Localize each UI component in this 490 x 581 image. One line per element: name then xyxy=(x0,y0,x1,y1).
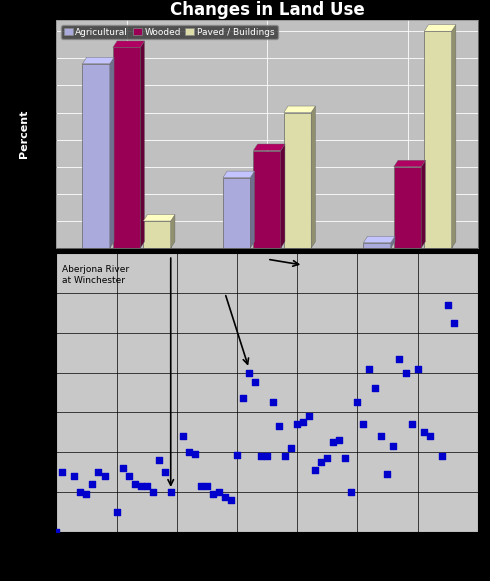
Point xyxy=(245,368,253,377)
Point xyxy=(281,451,289,461)
Point xyxy=(155,456,163,465)
Bar xyxy=(364,243,391,248)
Point xyxy=(82,489,90,498)
Bar xyxy=(424,31,452,248)
Polygon shape xyxy=(223,171,254,178)
Point xyxy=(197,481,205,490)
Point xyxy=(257,451,265,461)
Point xyxy=(353,398,361,407)
Point xyxy=(329,437,337,447)
Point xyxy=(371,384,379,393)
Point xyxy=(89,479,97,489)
Point xyxy=(263,451,271,461)
Polygon shape xyxy=(364,236,395,243)
Point xyxy=(390,442,397,451)
Legend: Agricultural, Wooded, Paved / Buildings: Agricultural, Wooded, Paved / Buildings xyxy=(61,25,277,40)
Point xyxy=(137,481,145,490)
Point xyxy=(438,451,445,461)
Point xyxy=(318,457,325,467)
Point xyxy=(71,471,78,480)
Point xyxy=(185,447,193,457)
Point xyxy=(143,481,150,490)
Point xyxy=(215,487,223,497)
Point xyxy=(100,471,108,480)
Bar xyxy=(143,221,171,248)
Point xyxy=(179,432,187,441)
Point xyxy=(52,527,60,536)
Bar xyxy=(223,178,250,248)
Point xyxy=(161,467,169,476)
Polygon shape xyxy=(171,214,175,248)
Point xyxy=(124,471,132,480)
Point xyxy=(414,364,421,373)
Point xyxy=(251,378,259,387)
Polygon shape xyxy=(140,41,145,248)
Bar xyxy=(394,167,421,248)
Polygon shape xyxy=(284,106,316,113)
Polygon shape xyxy=(281,144,285,248)
Point xyxy=(113,507,121,517)
Polygon shape xyxy=(250,171,254,248)
Point xyxy=(209,489,217,498)
Polygon shape xyxy=(421,160,425,248)
Point xyxy=(149,487,157,497)
Bar xyxy=(82,64,110,248)
Point xyxy=(239,394,247,403)
Point xyxy=(335,436,343,445)
Polygon shape xyxy=(391,236,395,248)
Point xyxy=(408,419,416,429)
Point xyxy=(221,492,229,501)
Point xyxy=(395,354,403,363)
Polygon shape xyxy=(110,57,114,248)
Point xyxy=(58,467,66,476)
Point xyxy=(305,411,313,421)
Bar xyxy=(284,113,311,248)
Point xyxy=(269,398,277,407)
Text: Aberjona River
at Winchester: Aberjona River at Winchester xyxy=(62,265,129,285)
Point xyxy=(360,419,368,429)
Polygon shape xyxy=(82,57,114,64)
Point xyxy=(233,450,241,460)
Point xyxy=(76,487,84,497)
Point xyxy=(287,443,295,453)
Point xyxy=(203,481,211,490)
Point xyxy=(450,318,458,328)
Point xyxy=(402,368,410,377)
Point xyxy=(323,453,331,462)
Point xyxy=(275,422,283,431)
Point xyxy=(311,465,319,475)
Polygon shape xyxy=(424,24,456,31)
Title: Changes in Land Use: Changes in Land Use xyxy=(170,1,365,19)
Point xyxy=(419,428,427,437)
Point xyxy=(119,463,126,472)
Y-axis label: Percent: Percent xyxy=(19,110,28,159)
Point xyxy=(227,495,235,504)
X-axis label: Date: Date xyxy=(252,555,282,565)
Polygon shape xyxy=(253,144,285,150)
Point xyxy=(384,469,392,479)
Bar xyxy=(113,48,140,248)
Point xyxy=(95,467,102,476)
Polygon shape xyxy=(394,160,425,167)
Point xyxy=(293,419,301,429)
Polygon shape xyxy=(113,41,145,48)
Point xyxy=(377,432,385,441)
Bar xyxy=(253,150,281,248)
Point xyxy=(366,364,373,373)
Point xyxy=(131,479,139,489)
Point xyxy=(299,418,307,427)
Point xyxy=(444,300,452,310)
Point xyxy=(347,487,355,497)
Point xyxy=(342,453,349,462)
Point xyxy=(167,487,174,497)
Polygon shape xyxy=(452,24,456,248)
Point xyxy=(426,432,434,441)
Y-axis label: Peak Discharge (CFS): Peak Discharge (CFS) xyxy=(8,333,18,451)
Polygon shape xyxy=(311,106,316,248)
Polygon shape xyxy=(143,214,175,221)
Point xyxy=(191,450,199,459)
